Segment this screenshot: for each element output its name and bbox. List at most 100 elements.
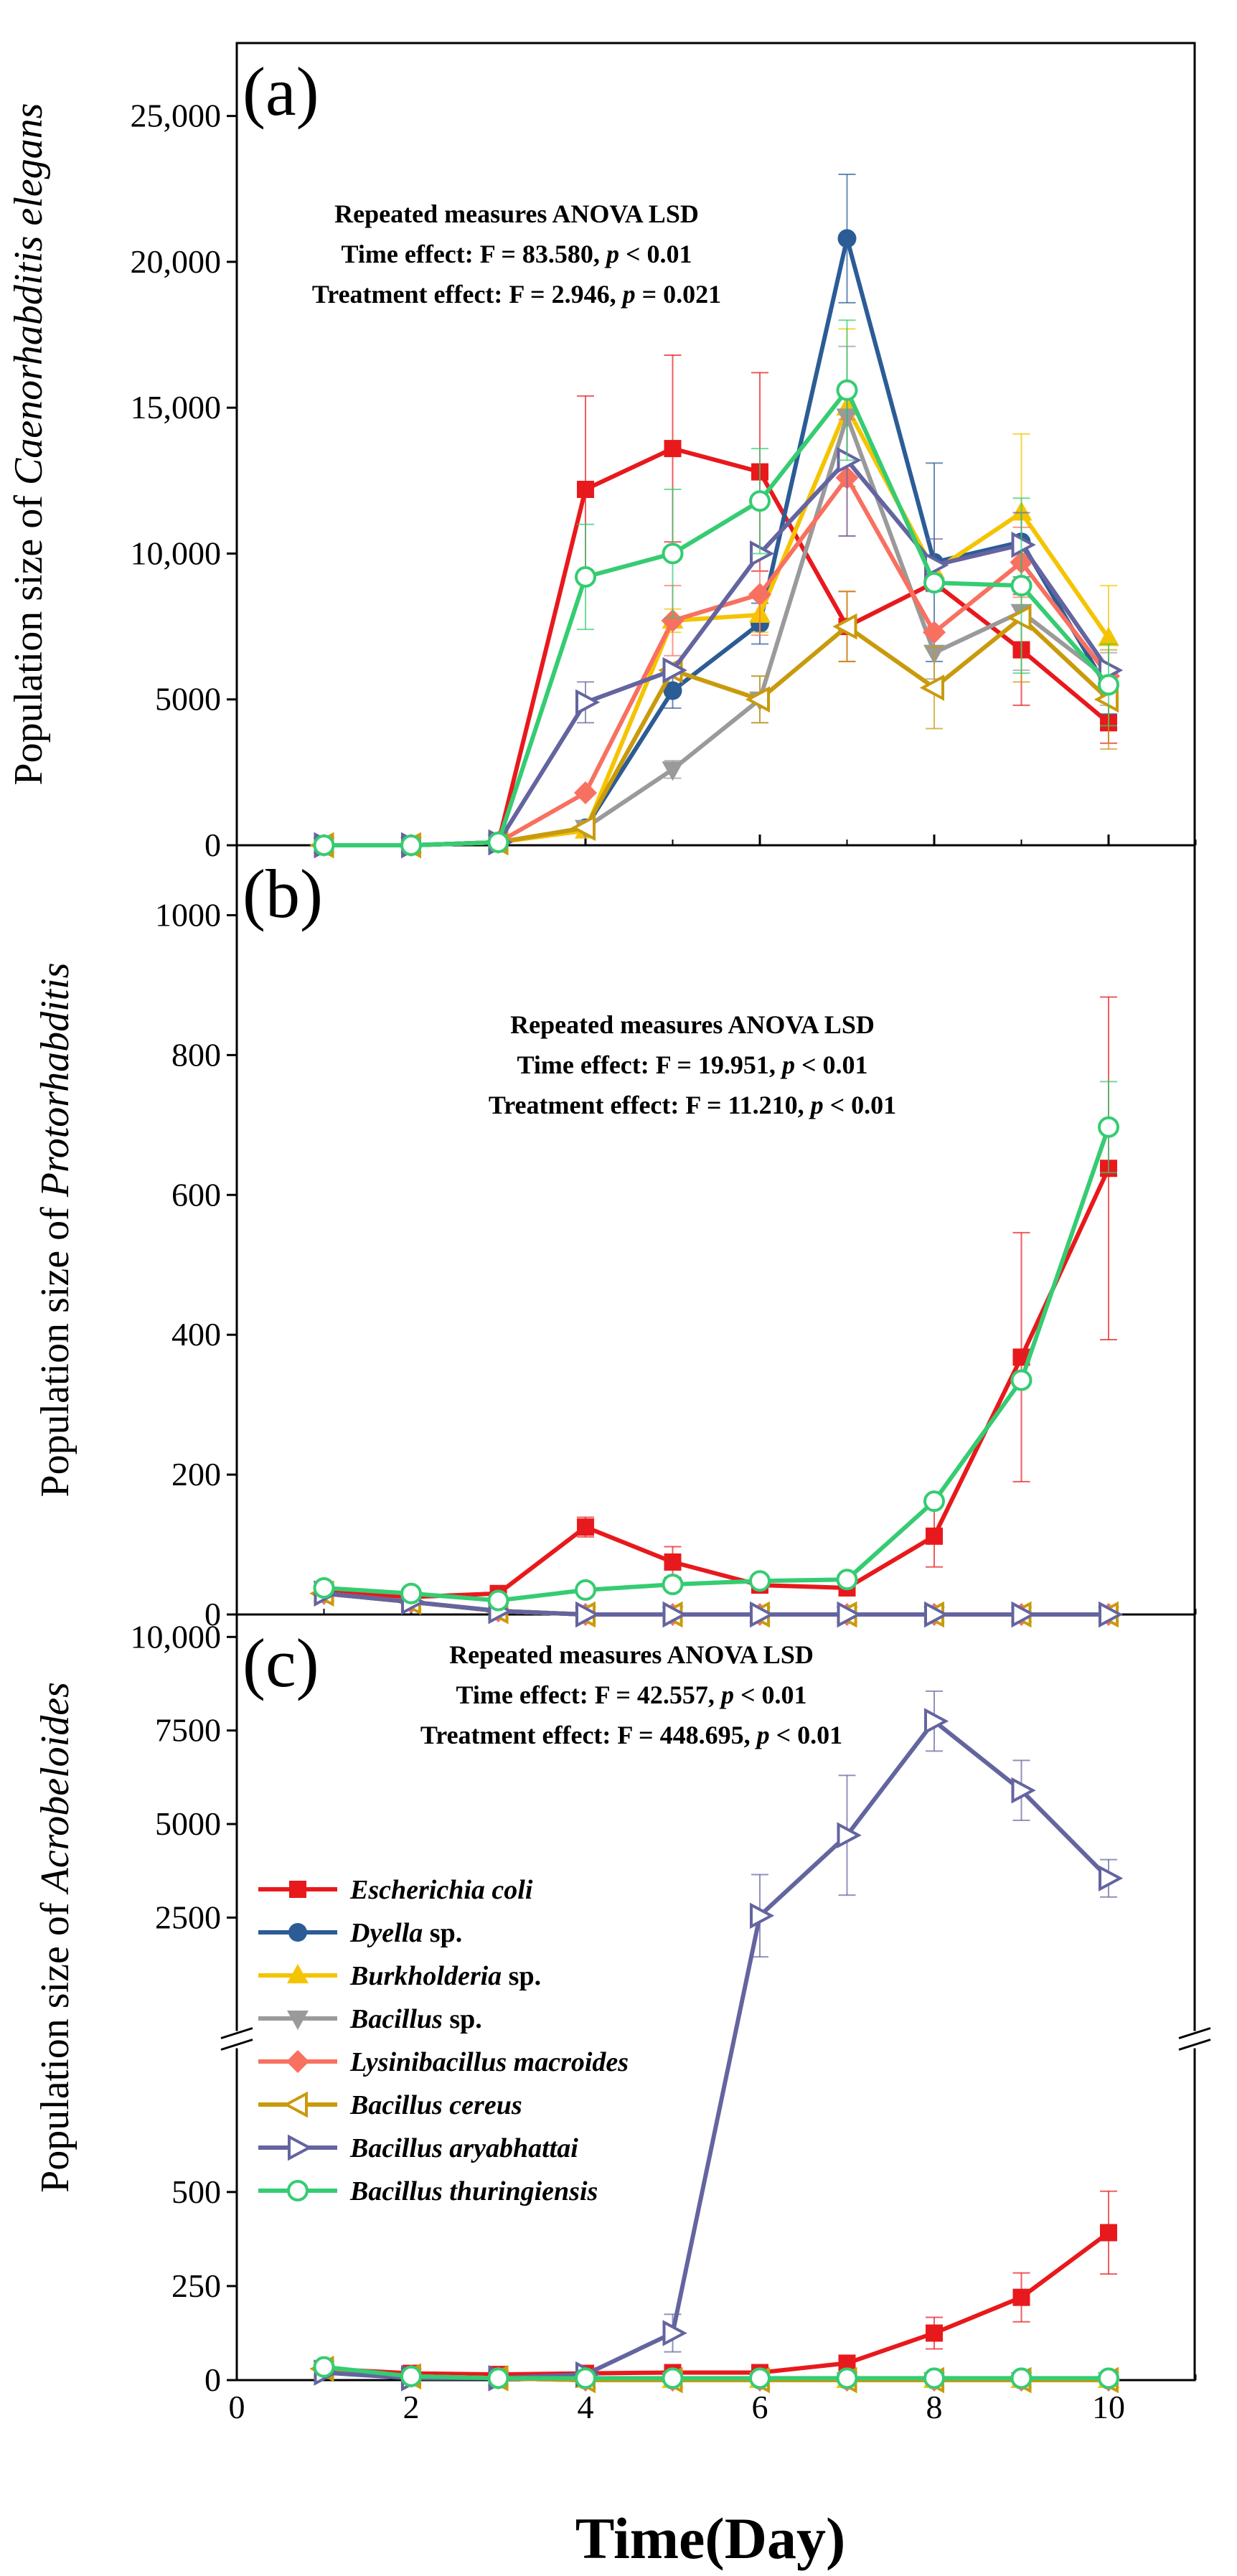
legend-genus: Bacillus aryabhattai (349, 2133, 578, 2163)
data-point (313, 1576, 335, 1599)
data-point (663, 681, 682, 700)
data-point (836, 379, 858, 401)
y-axis-label-species: Protorhabditis (33, 962, 77, 1198)
series-line (324, 1126, 1111, 1603)
stats-text: Treatment effect: F = 11.210, (489, 1091, 811, 1119)
stats-text: < 0.01 (824, 1091, 897, 1119)
stats-text: Treatment effect: F = 2.946, (312, 280, 623, 309)
data-point (1007, 604, 1032, 631)
panel-letter: (b) (243, 855, 323, 932)
x-tick-label: 10 (1092, 2389, 1125, 2425)
data-point (1011, 1601, 1036, 1628)
data-point (313, 2356, 335, 2378)
data-point (837, 229, 857, 248)
series-bacillus-thuringiensis (313, 319, 1119, 856)
data-point (745, 686, 770, 713)
stats-text: < 0.01 (619, 240, 692, 268)
series-line (324, 2364, 1109, 2381)
data-point (575, 689, 601, 716)
stats-line: Time effect: F = 42.557, p < 0.01 (456, 1680, 807, 1709)
data-point (836, 1569, 858, 1591)
data-layer (309, 173, 1124, 2394)
data-point (487, 1589, 509, 1612)
data-point (1100, 2224, 1117, 2242)
y-tick-label: 5000 (155, 1805, 221, 1842)
y-axis-label-prefix: Population size of (6, 485, 51, 785)
data-point (661, 608, 685, 632)
legend-label: Dyella sp. (349, 1918, 462, 1948)
data-point (1012, 2288, 1030, 2306)
y-tick-label: 2500 (155, 1899, 221, 1935)
stats-p: p (719, 1680, 734, 1709)
x-tick-label: 2 (403, 2389, 420, 2425)
stats-line: Treatment effect: F = 11.210, p < 0.01 (489, 1091, 896, 1119)
y-tick-label: 0 (204, 827, 221, 863)
data-point (749, 1570, 771, 1592)
data-point (924, 1708, 949, 1734)
stats-p: p (604, 240, 619, 268)
data-point (662, 2367, 684, 2389)
stats-text: Time effect: F = 83.580, (342, 240, 606, 268)
stats-line: Repeated measures ANOVA LSD (510, 1010, 875, 1039)
data-point (1011, 1777, 1036, 1804)
y-tick-label: 5000 (155, 681, 221, 718)
data-point (400, 835, 422, 856)
data-point (923, 1490, 945, 1513)
data-point (1011, 531, 1036, 558)
data-point (487, 831, 509, 853)
stats-text: Time effect: F = 19.951, (517, 1050, 782, 1079)
axis-break-mark (220, 2039, 253, 2051)
legend-genus: Dyella (349, 1918, 423, 1948)
data-point (926, 2324, 943, 2342)
y-axis-label-prefix: Population size of (33, 1893, 77, 2193)
legend-marker (288, 2134, 313, 2161)
legend-genus: Burkholderia (349, 1961, 502, 1991)
data-point (749, 490, 771, 512)
y-tick-label: 7500 (155, 1712, 221, 1749)
y-tick-label: 10,000 (131, 535, 222, 571)
y-tick-label: 500 (171, 2173, 221, 2210)
y-tick-label: 200 (171, 1456, 221, 1493)
legend-marker (289, 1881, 306, 1898)
legend-marker (283, 2091, 308, 2118)
y-tick-label: 400 (171, 1316, 221, 1353)
series-bacillus-thuringiensis (313, 1081, 1119, 1612)
stats-text: = 0.021 (636, 280, 722, 309)
stats-text: Treatment effect: F = 448.695, (420, 1721, 757, 1749)
series-line (324, 2231, 1110, 2377)
data-point (662, 2320, 687, 2346)
stats-text: < 0.01 (770, 1721, 843, 1749)
data-point (664, 1553, 682, 1571)
stats-p: p (621, 280, 636, 309)
stats-p: p (809, 1091, 824, 1119)
x-tick-label: 6 (752, 2389, 768, 2425)
series-bacillus-aryabhattai (314, 1580, 1124, 1628)
data-point (923, 621, 946, 644)
data-point (1010, 575, 1033, 597)
data-point (837, 1601, 862, 1628)
stats-line: Time effect: F = 19.951, p < 0.01 (517, 1050, 868, 1079)
data-point (662, 542, 684, 565)
y-tick-label: 0 (204, 1596, 221, 1632)
data-point (1010, 1369, 1033, 1391)
y-tick-label: 0 (204, 2361, 221, 2398)
legend-genus: Bacillus (349, 2004, 443, 2034)
y-tick-label: 15,000 (131, 389, 222, 426)
stats-p: p (755, 1721, 770, 1749)
y-tick-label: 10,000 (131, 1618, 222, 1655)
data-point (575, 1579, 596, 1601)
data-point (662, 761, 684, 781)
data-point (749, 2367, 771, 2389)
legend-label: Bacillus cereus (349, 2090, 522, 2120)
legend-suffix: sp. (423, 1918, 462, 1948)
y-axis-label-species: Acrobeloides (33, 1682, 77, 1895)
data-point (919, 674, 944, 701)
data-point (1010, 2367, 1033, 2389)
y-tick-label: 25,000 (131, 98, 222, 134)
y-axis-label-prefix: Population size of (33, 1197, 77, 1497)
series-line (324, 1591, 1109, 1617)
data-point (662, 657, 687, 684)
data-point (837, 1822, 862, 1849)
